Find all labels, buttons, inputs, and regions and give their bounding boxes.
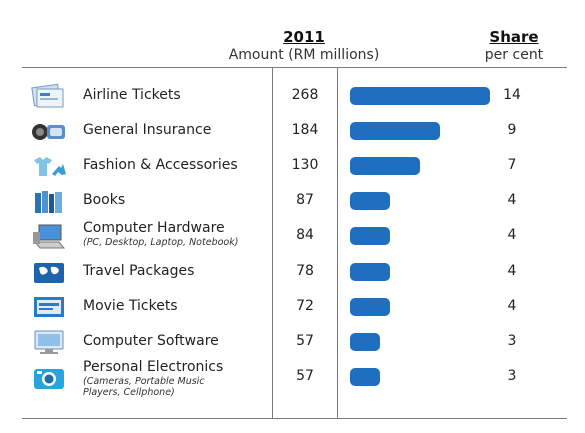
year-heading: 2011 xyxy=(283,28,325,46)
row-label: Airline Tickets xyxy=(83,87,273,104)
travel-icon xyxy=(34,263,64,283)
table-row: Travel Packages 78 4 xyxy=(0,255,585,289)
bar xyxy=(350,192,390,210)
bar-wrapper xyxy=(350,368,380,386)
bottom-rule xyxy=(22,418,567,419)
bar xyxy=(350,227,390,245)
table-row: Computer Software 57 3 xyxy=(0,325,585,359)
bar xyxy=(350,122,440,140)
share-value: 3 xyxy=(507,333,517,349)
share-heading: Share xyxy=(489,28,539,46)
bar xyxy=(350,298,390,316)
share-value: 4 xyxy=(507,192,517,208)
category-label: Airline Tickets xyxy=(83,87,181,103)
category-label: Computer Software xyxy=(83,333,219,349)
category-label: Movie Tickets xyxy=(83,298,178,314)
books-icon xyxy=(35,191,62,213)
category-label: General Insurance xyxy=(83,122,212,138)
amount-value: 72 xyxy=(296,298,314,314)
share-value: 3 xyxy=(507,368,517,384)
share-value: 9 xyxy=(507,122,517,138)
bar-wrapper xyxy=(350,333,380,351)
computer-hardware-icon xyxy=(33,224,66,249)
amount-column-header: 2011 Amount (RM millions) xyxy=(228,28,380,64)
table-row: Movie Tickets 72 4 xyxy=(0,290,585,324)
share-value: 4 xyxy=(507,298,517,314)
amount-value: 57 xyxy=(296,368,314,384)
bar-wrapper xyxy=(350,227,390,245)
fashion-icon xyxy=(34,157,66,176)
bar xyxy=(350,368,380,386)
category-sublabel: (PC, Desktop, Laptop, Notebook) xyxy=(83,237,239,248)
bar-wrapper xyxy=(350,87,490,105)
amount-unit-label: Amount (RM millions) xyxy=(228,47,380,63)
category-label: Personal Electronics xyxy=(83,359,224,375)
row-label: Fashion & Accessories xyxy=(83,157,273,174)
bar xyxy=(350,333,380,351)
bar-wrapper xyxy=(350,122,440,140)
amount-value: 268 xyxy=(291,87,319,103)
bar-wrapper xyxy=(350,157,420,175)
share-column-header: Share per cent xyxy=(478,28,550,64)
bar-wrapper xyxy=(350,298,390,316)
column-divider-left xyxy=(272,68,273,418)
share-value: 7 xyxy=(507,157,517,173)
bar xyxy=(350,263,390,281)
amount-value: 57 xyxy=(296,333,314,349)
amount-value: 84 xyxy=(296,227,314,243)
row-label: Computer Hardware (PC, Desktop, Laptop, N… xyxy=(83,220,273,248)
top-rule xyxy=(22,67,567,68)
camera-icon xyxy=(34,369,64,389)
bar xyxy=(350,87,490,105)
table-row: Airline Tickets 268 14 xyxy=(0,79,585,113)
table-row: Fashion & Accessories 130 7 xyxy=(0,149,585,183)
category-sublabel: (Cameras, Portable Music Players, Cellph… xyxy=(83,376,205,398)
share-value: 4 xyxy=(507,263,517,279)
computer-software-icon xyxy=(34,330,64,354)
airline-ticket-icon xyxy=(31,83,64,108)
row-label: Books xyxy=(83,192,273,209)
share-value: 14 xyxy=(503,87,521,103)
bar-wrapper xyxy=(350,263,390,281)
category-label: Travel Packages xyxy=(83,263,195,279)
share-unit-label: per cent xyxy=(484,47,544,63)
amount-value: 130 xyxy=(291,157,319,173)
movie-ticket-icon xyxy=(34,297,64,317)
amount-value: 87 xyxy=(296,192,314,208)
insurance-icon xyxy=(32,124,65,140)
category-label: Fashion & Accessories xyxy=(83,157,238,173)
row-label: Computer Software xyxy=(83,333,273,350)
bar xyxy=(350,157,420,175)
table-row: General Insurance 184 9 xyxy=(0,114,585,148)
bar-wrapper xyxy=(350,192,390,210)
row-label: Personal Electronics (Cameras, Portable M… xyxy=(83,359,273,398)
column-divider-right xyxy=(337,68,338,418)
row-label: Movie Tickets xyxy=(83,298,273,315)
table-row: Books 87 4 xyxy=(0,184,585,218)
amount-value: 184 xyxy=(291,122,319,138)
table-row: Computer Hardware (PC, Desktop, Laptop, N… xyxy=(0,219,585,253)
row-label: General Insurance xyxy=(83,122,273,139)
share-value: 4 xyxy=(507,227,517,243)
amount-value: 78 xyxy=(296,263,314,279)
table-row: Personal Electronics (Cameras, Portable M… xyxy=(0,359,585,398)
row-label: Travel Packages xyxy=(83,263,273,280)
category-label: Books xyxy=(83,192,126,208)
category-label: Computer Hardware xyxy=(83,220,225,236)
